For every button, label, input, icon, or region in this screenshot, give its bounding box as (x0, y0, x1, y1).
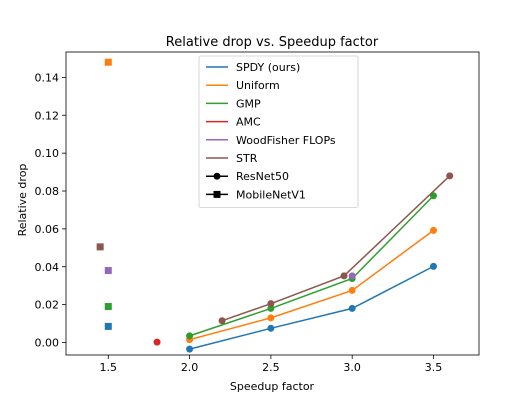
legend-item: AMC (206, 116, 261, 129)
series-uniform (104, 58, 437, 344)
x-tick-label: 1.5 (100, 361, 118, 374)
legend-item: WoodFisher FLOPs (206, 134, 336, 147)
legend-label: GMP (236, 97, 261, 110)
data-point-circle (429, 262, 437, 270)
y-tick-label: 0.04 (35, 261, 60, 274)
plot-area (96, 58, 454, 353)
legend-label: STR (236, 152, 258, 165)
y-axis-label: Relative drop (16, 164, 29, 237)
data-point-circle (267, 300, 275, 308)
data-point-circle (186, 345, 194, 353)
legend-item: STR (206, 152, 258, 165)
legend-marker-square (213, 190, 221, 198)
series-str (96, 172, 454, 325)
data-point-circle (446, 172, 454, 180)
y-tick-label: 0.08 (35, 185, 60, 198)
legend-item: SPDY (ours) (206, 61, 300, 74)
data-point-square (104, 58, 112, 66)
series-spdy-ours- (104, 262, 437, 353)
data-point-square (96, 243, 104, 251)
y-tick-label: 0.06 (35, 223, 60, 236)
series-gmp (104, 192, 437, 340)
y-tick-label: 0.02 (35, 299, 60, 312)
legend-label: WoodFisher FLOPs (236, 134, 336, 147)
series-line (189, 195, 435, 337)
data-point-circle (218, 317, 226, 325)
legend-label: SPDY (ours) (236, 61, 300, 74)
data-point-circle (340, 272, 348, 280)
data-point-circle (348, 304, 356, 312)
data-point-square (104, 267, 112, 275)
data-point-circle (348, 286, 356, 294)
data-point-circle (267, 314, 275, 322)
x-axis-label: Speedup factor (230, 380, 315, 393)
y-tick-label: 0.10 (35, 147, 60, 160)
data-point-square (104, 322, 112, 330)
series-line (189, 229, 434, 341)
data-point-circle (348, 272, 356, 280)
axes-frame (65, 51, 480, 356)
x-tick-label: 3.5 (425, 361, 443, 374)
legend: SPDY (ours) Uniform GMP AMC WoodFisher FLOPs… (198, 55, 359, 209)
legend-item: ResNet50 (206, 170, 289, 183)
y-tick-label: 0.00 (35, 337, 60, 350)
axes: 1.5 2.0 2.5 3.0 3.5 0.00 0.02 0.04 0.06 0.08 0.10 0… (35, 51, 480, 374)
series-line (189, 265, 434, 350)
data-point-square (104, 303, 112, 311)
data-point-circle (267, 324, 275, 332)
y-tick-label: 0.12 (35, 109, 60, 122)
data-point-circle (429, 192, 437, 200)
x-tick-label: 2.0 (181, 361, 199, 374)
legend-marker-circle (213, 172, 221, 180)
legend-label: Uniform (236, 79, 280, 92)
y-tick-label: 0.14 (35, 71, 60, 84)
legend-label: AMC (236, 116, 261, 129)
legend-item: Uniform (206, 79, 280, 92)
data-point-circle (186, 332, 194, 340)
x-tick-label: 2.5 (262, 361, 280, 374)
legend-item: MobileNetV1 (206, 188, 306, 201)
legend-box (198, 55, 359, 209)
legend-item: GMP (206, 97, 261, 110)
data-point-circle (429, 226, 437, 234)
chart-title: Relative drop vs. Speedup factor (166, 35, 379, 50)
legend-label: MobileNetV1 (236, 188, 306, 201)
data-point-circle (153, 338, 161, 346)
series-amc (153, 338, 161, 346)
series-line (221, 175, 451, 322)
x-tick-label: 3.0 (343, 361, 361, 374)
legend-label: ResNet50 (236, 170, 289, 183)
series-woodfisher-flops (104, 267, 356, 280)
